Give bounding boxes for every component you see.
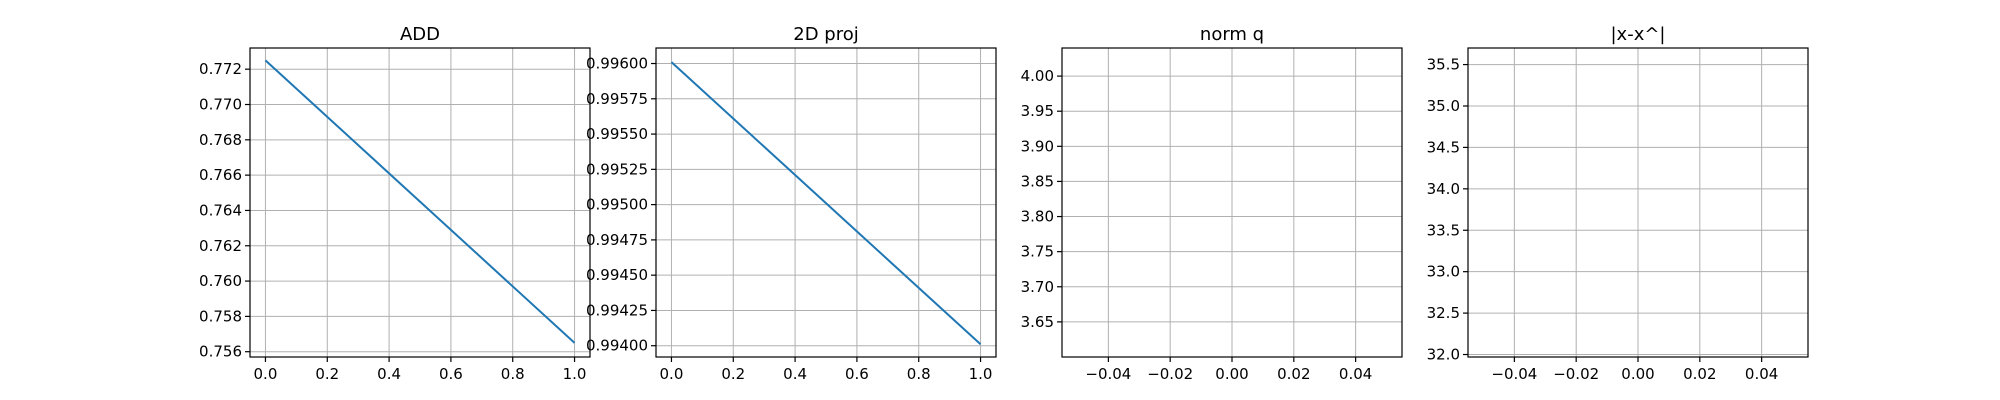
y-tick-label: 33.0 <box>1427 263 1460 281</box>
subplot-2: 0.0 0.2 0.4 0.6 0.8 1.0 0.99400 0.99425 0.99450 0… <box>586 24 997 383</box>
x-tick-label: 0.6 <box>845 365 869 383</box>
y-tick-label: 0.758 <box>199 307 242 325</box>
y-tick-label: 0.760 <box>199 272 242 290</box>
chart-title: norm q <box>1200 24 1264 45</box>
y-tick-label: 34.0 <box>1427 180 1460 198</box>
x-tick-label: 0.6 <box>439 365 463 383</box>
y-tick-label: 0.99550 <box>586 125 648 143</box>
x-tick-label: −0.02 <box>1553 365 1599 383</box>
x-tick-label: 0.04 <box>1339 365 1372 383</box>
y-tick-label: 0.99450 <box>586 266 648 284</box>
x-tick-label: 0.00 <box>1215 365 1248 383</box>
chart-title: ADD <box>400 24 440 45</box>
x-tick-label: 0.8 <box>501 365 525 383</box>
y-tick-label: 3.85 <box>1021 172 1054 190</box>
y-tick-label: 0.99575 <box>586 90 648 108</box>
y-tick-label: 0.756 <box>199 343 242 361</box>
y-tick-label: 32.5 <box>1427 304 1460 322</box>
y-tick-label: 3.65 <box>1021 313 1054 331</box>
y-tick-label: 0.762 <box>199 237 242 255</box>
y-tick-label: 3.70 <box>1021 278 1054 296</box>
y-tick-label: 35.0 <box>1427 97 1460 115</box>
axes-frame <box>249 47 591 358</box>
y-tick-label: 0.768 <box>199 131 242 149</box>
x-tick-label: 0.4 <box>377 365 401 383</box>
y-tick-label: 3.95 <box>1021 102 1054 120</box>
x-tick-label: −0.02 <box>1147 365 1193 383</box>
subplot-3: −0.04 −0.02 0.00 0.02 0.04 3.65 3.70 3.75 3.80 3.… <box>1021 24 1403 383</box>
y-tick-label: 0.99500 <box>586 196 648 214</box>
y-tick-label: 0.772 <box>199 60 242 78</box>
chart-title: 2D proj <box>793 24 858 45</box>
x-tick-label: 1.0 <box>969 365 993 383</box>
chart-title: |x-x^| <box>1610 24 1665 45</box>
subplot-4: −0.04 −0.02 0.00 0.02 0.04 32.0 32.5 33.0 33.5 34… <box>1427 24 1809 383</box>
y-tick-label: 4.00 <box>1021 67 1054 85</box>
x-tick-label: 0.2 <box>315 365 339 383</box>
y-tick-label: 0.766 <box>199 166 242 184</box>
axes-frame <box>655 47 997 358</box>
x-tick-label: 0.4 <box>783 365 807 383</box>
subplot-1: 0.0 0.2 0.4 0.6 0.8 1.0 0.756 0.758 0.760 0.762 0.… <box>199 24 591 383</box>
y-tick-label: 3.90 <box>1021 137 1054 155</box>
x-tick-label: 0.0 <box>660 365 684 383</box>
series-line <box>264 59 576 344</box>
x-tick-label: 0.0 <box>254 365 278 383</box>
y-tick-label: 0.99525 <box>586 160 648 178</box>
x-tick-label: 0.04 <box>1745 365 1778 383</box>
x-tick-label: 1.0 <box>563 365 587 383</box>
x-tick-label: −0.04 <box>1491 365 1537 383</box>
x-tick-label: −0.04 <box>1085 365 1131 383</box>
x-tick-label: 0.02 <box>1683 365 1716 383</box>
y-tick-label: 35.5 <box>1427 56 1460 74</box>
y-tick-label: 0.99600 <box>586 55 648 73</box>
y-tick-label: 0.770 <box>199 96 242 114</box>
y-tick-label: 0.764 <box>199 201 242 219</box>
y-tick-label: 33.5 <box>1427 221 1460 239</box>
x-tick-label: 0.00 <box>1621 365 1654 383</box>
x-tick-label: 0.8 <box>907 365 931 383</box>
y-tick-label: 0.99475 <box>586 231 648 249</box>
y-tick-label: 3.75 <box>1021 243 1054 261</box>
series-line <box>670 61 982 346</box>
y-tick-label: 0.99425 <box>586 301 648 319</box>
y-tick-label: 3.80 <box>1021 208 1054 226</box>
y-tick-label: 34.5 <box>1427 138 1460 156</box>
y-tick-label: 32.0 <box>1427 346 1460 364</box>
x-tick-label: 0.02 <box>1277 365 1310 383</box>
y-tick-label: 0.99400 <box>586 337 648 355</box>
x-tick-label: 0.2 <box>721 365 745 383</box>
